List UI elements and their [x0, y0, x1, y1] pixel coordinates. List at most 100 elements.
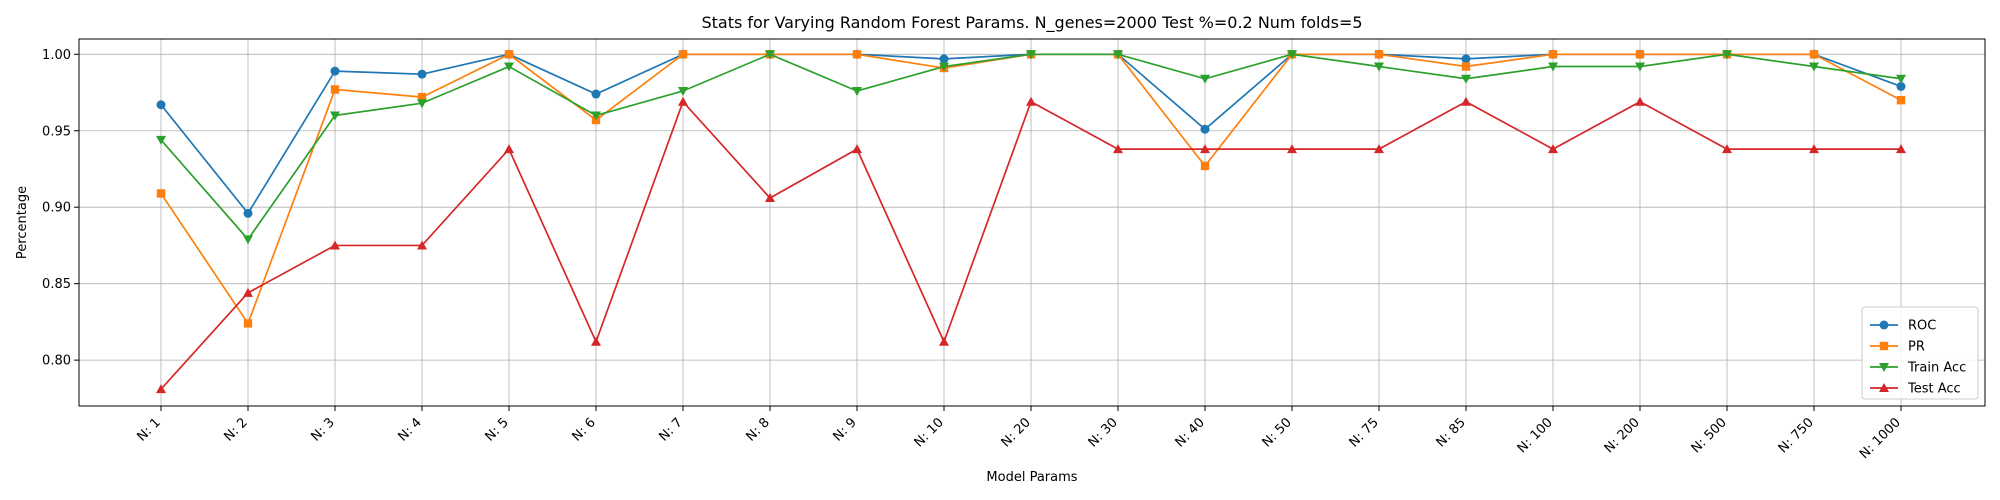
data-point-roc	[1200, 124, 1210, 134]
data-point-pr	[243, 319, 253, 328]
legend-label-pr: PR	[1908, 340, 1925, 355]
data-point-roc	[1896, 81, 1906, 91]
data-point-train-acc	[852, 86, 862, 96]
data-point-train-acc	[1026, 50, 1036, 60]
data-point-train-acc	[678, 86, 688, 96]
data-point-test-acc	[243, 287, 253, 297]
data-point-pr	[678, 50, 688, 59]
data-point-roc	[243, 208, 253, 218]
series-layer	[156, 49, 1906, 394]
grid-lines	[79, 39, 1985, 406]
data-point-test-acc	[156, 384, 166, 394]
legend-box	[1861, 306, 1979, 400]
data-point-pr	[156, 189, 166, 198]
data-point-test-acc	[1200, 144, 1210, 154]
data-point-pr	[1635, 50, 1645, 59]
legend-marker-test-acc	[1879, 383, 1889, 392]
data-point-train-acc	[1635, 62, 1645, 72]
x-tick-label: N: 20	[999, 415, 1034, 450]
data-point-test-acc	[330, 240, 340, 250]
data-point-train-acc	[330, 111, 340, 121]
x-tick-label: N: 40	[1173, 415, 1208, 450]
data-point-test-acc	[678, 96, 688, 106]
data-point-train-acc	[939, 62, 949, 72]
x-tick-label: N: 100	[1515, 415, 1556, 456]
x-tick-label: N: 10	[912, 415, 947, 450]
x-tick-label: N: 1	[134, 415, 163, 444]
data-point-test-acc	[417, 240, 427, 250]
x-tick-label: N: 2	[221, 415, 250, 444]
y-axis-label: Percentage	[15, 186, 30, 259]
data-point-roc	[591, 89, 601, 99]
y-axis-ticks: 0.80 0.85 0.90 0.95 1.00	[42, 48, 79, 369]
x-tick-label: N: 6	[569, 415, 598, 444]
data-point-train-acc	[1722, 50, 1732, 60]
data-point-train-acc	[504, 62, 514, 72]
data-point-train-acc	[1896, 74, 1906, 84]
series-test-acc	[156, 96, 1906, 394]
legend-label-roc: ROC	[1908, 319, 1936, 334]
x-axis-ticks: N: 1 N: 2 N: 3 N: 4 N: 5 N: 6 N: 7 N: 8 N: 9 N: 1…	[134, 406, 1904, 462]
data-point-test-acc	[1461, 96, 1471, 106]
series-train-acc	[156, 50, 1906, 245]
data-point-pr	[852, 50, 862, 59]
data-point-pr	[1896, 95, 1906, 105]
data-point-train-acc	[1374, 62, 1384, 72]
y-tick-label: 0.95	[42, 124, 71, 139]
data-point-test-acc	[939, 336, 949, 346]
legend-marker-train-acc	[1879, 363, 1889, 372]
data-point-pr	[1374, 50, 1384, 59]
data-point-roc	[330, 66, 340, 76]
chart-title: Stats for Varying Random Forest Params. …	[701, 13, 1362, 33]
data-point-test-acc	[1026, 96, 1036, 106]
x-tick-label: N: 750	[1776, 415, 1817, 456]
x-tick-label: N: 3	[308, 415, 337, 444]
data-point-train-acc	[1287, 50, 1297, 60]
data-point-test-acc	[1113, 144, 1123, 154]
data-point-train-acc	[417, 99, 427, 109]
data-point-pr	[504, 50, 514, 59]
data-point-test-acc	[1287, 144, 1297, 154]
x-tick-label: N: 200	[1602, 415, 1643, 456]
y-tick-label: 1.00	[42, 48, 71, 63]
data-point-test-acc	[591, 336, 601, 346]
x-tick-label: N: 85	[1434, 415, 1469, 450]
data-point-pr	[1809, 50, 1819, 59]
data-point-train-acc	[1113, 50, 1123, 60]
data-point-test-acc	[1722, 144, 1732, 154]
data-point-test-acc	[1809, 144, 1819, 154]
data-point-test-acc	[765, 193, 775, 203]
data-point-train-acc	[1809, 62, 1819, 72]
x-tick-label: N: 50	[1260, 415, 1295, 450]
data-point-train-acc	[243, 235, 253, 245]
x-tick-label: N: 30	[1086, 415, 1121, 450]
data-point-test-acc	[1374, 144, 1384, 154]
data-point-pr	[1461, 62, 1471, 71]
x-tick-label: N: 500	[1689, 415, 1730, 456]
data-point-roc	[1461, 54, 1471, 64]
y-tick-label: 0.85	[42, 277, 71, 292]
x-tick-label: N: 75	[1347, 415, 1382, 450]
data-point-test-acc	[1896, 144, 1906, 154]
data-point-pr	[1200, 161, 1210, 171]
data-point-roc	[156, 100, 166, 110]
data-point-train-acc	[591, 111, 601, 121]
x-tick-label: N: 1000	[1857, 415, 1904, 462]
x-tick-label: N: 8	[743, 415, 772, 444]
data-point-pr	[1548, 50, 1558, 59]
data-point-test-acc	[1635, 96, 1645, 106]
legend-label-test-acc: Test Acc	[1907, 382, 1961, 397]
x-axis-label: Model Params	[986, 470, 1077, 485]
data-point-train-acc	[1461, 74, 1471, 84]
data-point-test-acc	[852, 144, 862, 154]
y-tick-label: 0.90	[42, 201, 71, 216]
data-point-train-acc	[156, 135, 166, 145]
data-point-train-acc	[1200, 74, 1210, 84]
data-point-train-acc	[765, 50, 775, 60]
y-tick-label: 0.80	[42, 354, 71, 369]
data-point-test-acc	[504, 144, 514, 154]
x-tick-label: N: 5	[482, 415, 511, 444]
data-point-train-acc	[1548, 62, 1558, 72]
legend-marker-roc	[1879, 320, 1889, 330]
x-tick-label: N: 9	[830, 415, 859, 444]
